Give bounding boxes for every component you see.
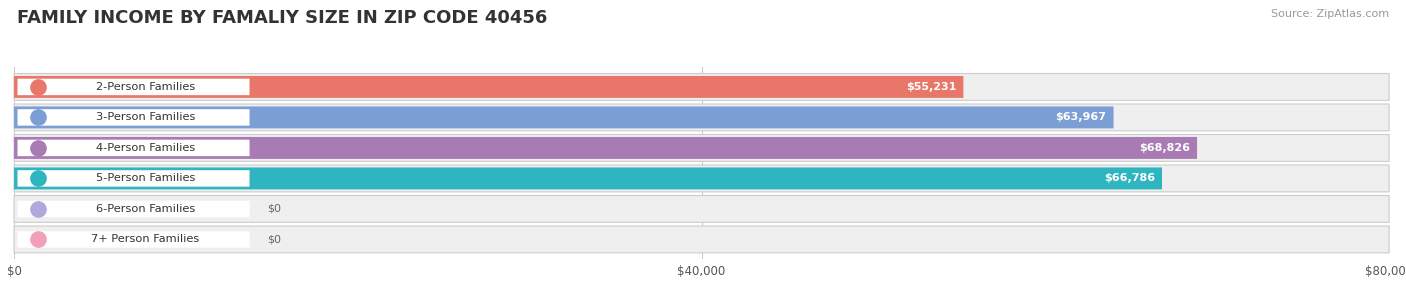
FancyBboxPatch shape xyxy=(14,167,1161,189)
FancyBboxPatch shape xyxy=(17,109,249,126)
FancyBboxPatch shape xyxy=(14,76,963,98)
Text: 6-Person Families: 6-Person Families xyxy=(96,204,195,214)
Text: 7+ Person Families: 7+ Person Families xyxy=(91,235,200,244)
Text: $66,786: $66,786 xyxy=(1104,174,1156,183)
FancyBboxPatch shape xyxy=(14,196,1389,222)
Text: 3-Person Families: 3-Person Families xyxy=(96,113,195,122)
FancyBboxPatch shape xyxy=(17,170,249,187)
FancyBboxPatch shape xyxy=(14,137,1197,159)
FancyBboxPatch shape xyxy=(14,74,1389,100)
FancyBboxPatch shape xyxy=(14,165,1389,192)
Text: FAMILY INCOME BY FAMALIY SIZE IN ZIP CODE 40456: FAMILY INCOME BY FAMALIY SIZE IN ZIP COD… xyxy=(17,9,547,27)
Text: $0: $0 xyxy=(267,235,281,244)
FancyBboxPatch shape xyxy=(17,79,249,95)
FancyBboxPatch shape xyxy=(17,201,249,217)
Text: 2-Person Families: 2-Person Families xyxy=(96,82,195,92)
Text: $55,231: $55,231 xyxy=(905,82,956,92)
Text: Source: ZipAtlas.com: Source: ZipAtlas.com xyxy=(1271,9,1389,19)
FancyBboxPatch shape xyxy=(17,140,249,156)
Text: 5-Person Families: 5-Person Families xyxy=(96,174,195,183)
Text: 4-Person Families: 4-Person Families xyxy=(96,143,195,153)
Text: $0: $0 xyxy=(267,204,281,214)
FancyBboxPatch shape xyxy=(14,104,1389,131)
FancyBboxPatch shape xyxy=(14,106,1114,128)
FancyBboxPatch shape xyxy=(14,226,1389,253)
Text: $68,826: $68,826 xyxy=(1139,143,1191,153)
FancyBboxPatch shape xyxy=(17,231,249,248)
FancyBboxPatch shape xyxy=(14,135,1389,161)
Text: $63,967: $63,967 xyxy=(1056,113,1107,122)
